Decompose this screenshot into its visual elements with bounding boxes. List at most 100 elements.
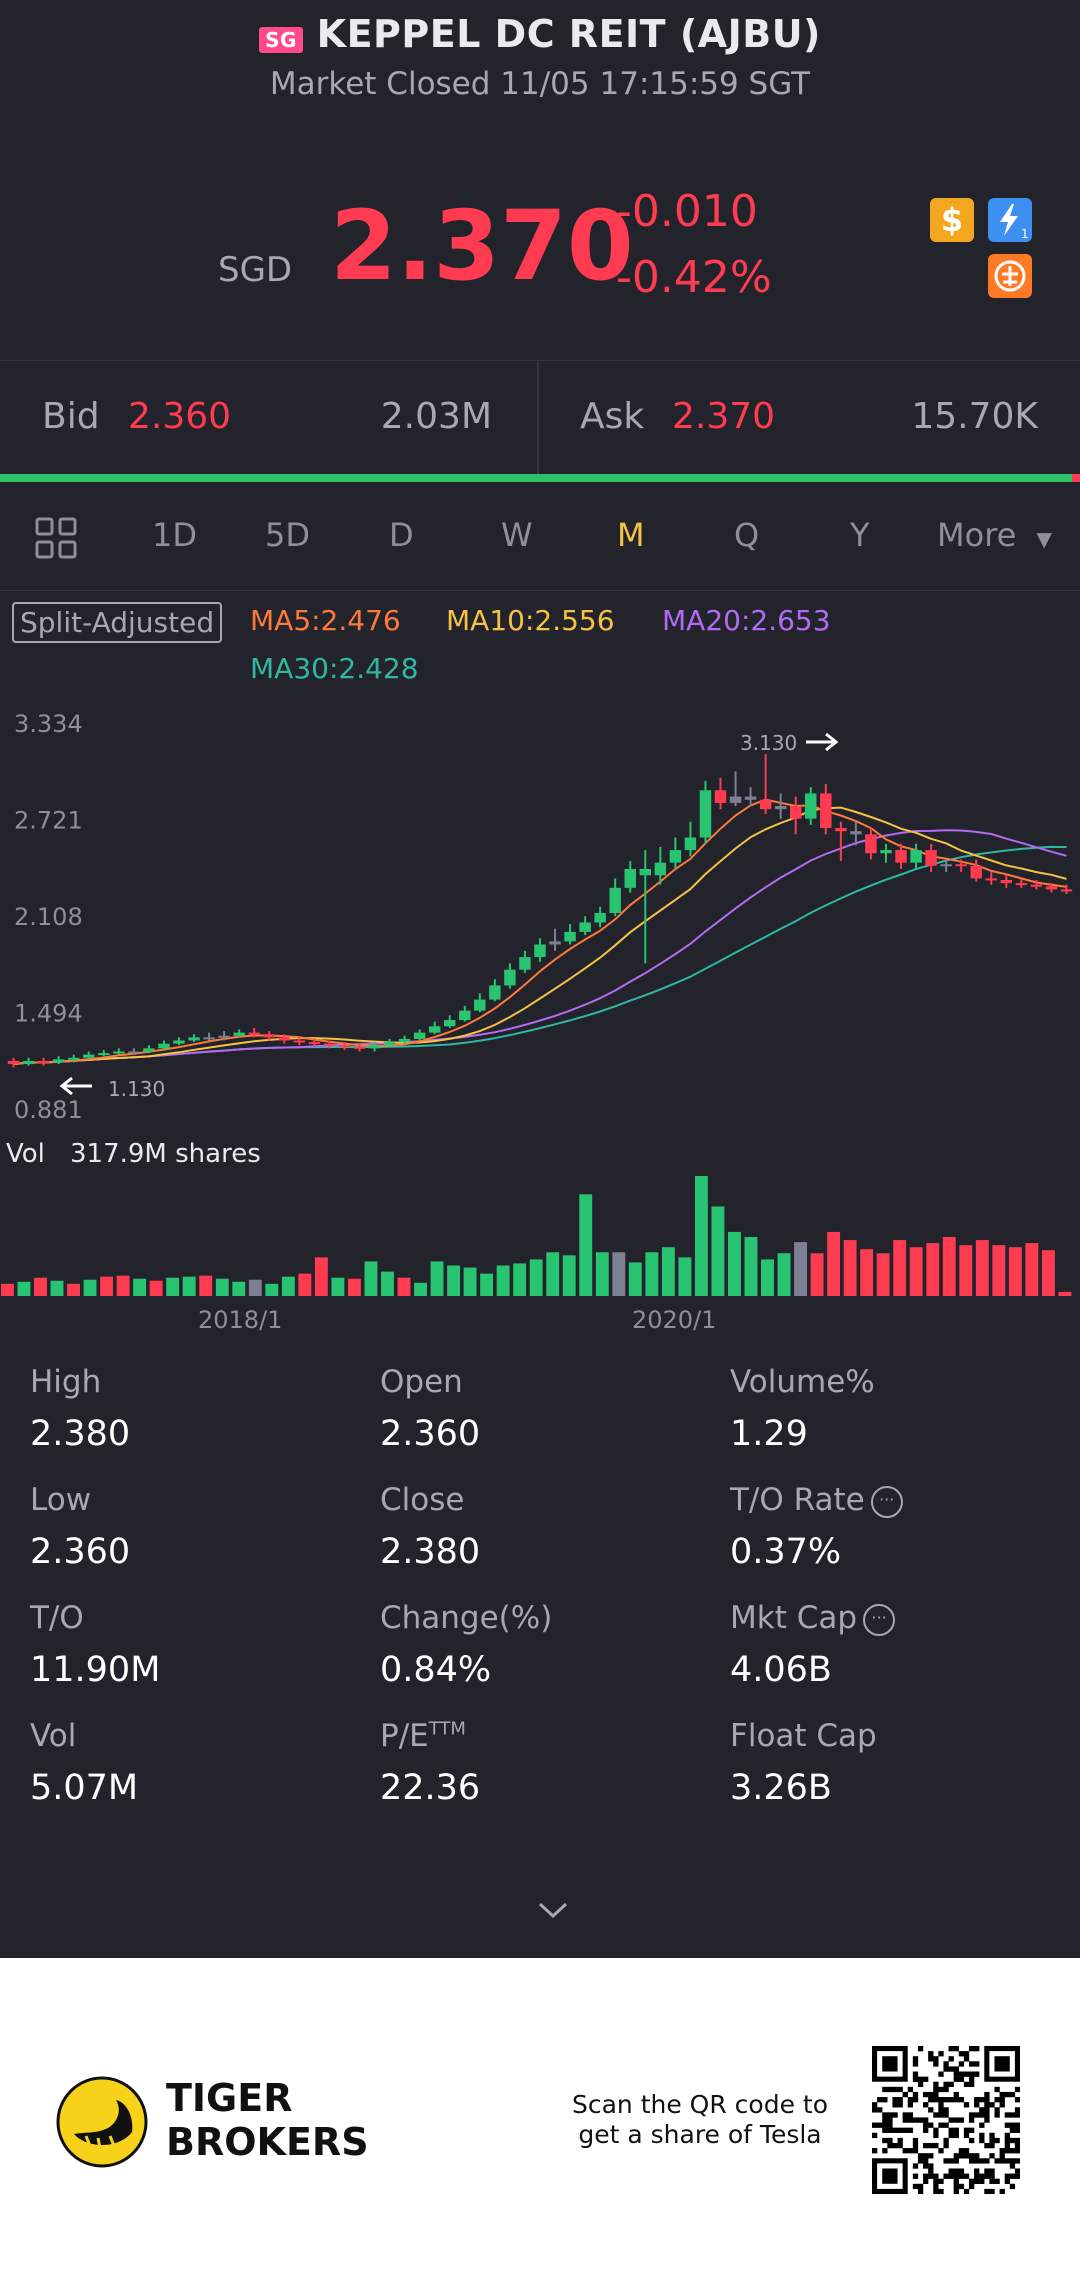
- qr-module: [887, 2127, 893, 2133]
- volume-bar: [265, 1283, 279, 1296]
- qr-module: [958, 2153, 965, 2159]
- volume-bar: [314, 1257, 328, 1296]
- qr-module: [968, 2153, 975, 2159]
- qr-module: [887, 2086, 893, 2093]
- qr-module: [917, 2153, 924, 2159]
- volume-bar: [331, 1277, 345, 1296]
- qr-module: [892, 2086, 898, 2093]
- dollar-icon[interactable]: $: [930, 198, 974, 242]
- qr-module: [917, 2076, 924, 2082]
- qr-module: [953, 2066, 959, 2072]
- qr-module: [958, 2183, 965, 2190]
- qr-module: [979, 2173, 985, 2179]
- qr-module: [943, 2086, 949, 2093]
- candle-body: [428, 1026, 441, 1033]
- qr-module: [963, 2173, 970, 2179]
- qr-module: [948, 2158, 954, 2164]
- lightning-icon[interactable]: 1: [988, 198, 1032, 242]
- candle-body: [835, 828, 847, 832]
- qr-module: [984, 2112, 990, 2118]
- qr-module: [882, 2148, 888, 2154]
- stat-value-close: 2.380: [380, 1532, 481, 1572]
- candle-body: [534, 944, 546, 958]
- qr-module: [923, 2153, 929, 2159]
- stat-value-float-cap: 3.26B: [730, 1768, 832, 1808]
- qr-module: [994, 2178, 1000, 2184]
- qr-module: [984, 2168, 990, 2174]
- candle-body: [113, 1051, 125, 1054]
- qr-module: [1004, 2158, 1010, 2164]
- expand-chevron-icon[interactable]: [536, 1898, 570, 1922]
- qr-module: [943, 2107, 949, 2113]
- qr-module: [902, 2091, 908, 2098]
- qr-module: [968, 2081, 975, 2088]
- qr-module: [968, 2137, 975, 2144]
- candle-body: [1015, 883, 1028, 886]
- volume-bar: [430, 1261, 444, 1296]
- tab-y[interactable]: Y: [850, 516, 870, 554]
- stat-value-p-e: 22.36: [380, 1768, 481, 1808]
- volume-bar: [728, 1231, 741, 1296]
- candle-body: [233, 1032, 245, 1036]
- qr-module: [984, 2091, 990, 2098]
- qr-module: [989, 2137, 995, 2144]
- tab-more[interactable]: More ▼: [937, 516, 1052, 554]
- tab-m[interactable]: M: [617, 516, 645, 554]
- candle-body: [684, 837, 697, 851]
- qr-module: [923, 2163, 929, 2169]
- qr-module: [938, 2086, 944, 2093]
- volume-bar: [1041, 1250, 1055, 1296]
- info-icon[interactable]: ···: [863, 1603, 896, 1636]
- qr-module: [912, 2061, 919, 2067]
- tab-5d[interactable]: 5D: [265, 516, 310, 554]
- qr-code[interactable]: [872, 2046, 1020, 2194]
- qr-module: [1009, 2112, 1016, 2118]
- volume-label: Vol: [6, 1139, 45, 1169]
- volume-bar: [827, 1231, 841, 1296]
- info-icon[interactable]: ···: [870, 1485, 903, 1518]
- tab-q[interactable]: Q: [734, 516, 760, 554]
- ma5-line: [13, 798, 1067, 1066]
- qr-module: [979, 2107, 985, 2113]
- qr-module: [882, 2097, 888, 2103]
- qr-module: [948, 2168, 954, 2174]
- qr-module: [979, 2097, 985, 2103]
- volume-bar: [744, 1237, 758, 1296]
- volume-bar: [926, 1243, 940, 1296]
- layout-grid-icon[interactable]: [34, 516, 78, 560]
- qr-module: [872, 2102, 878, 2108]
- volume-bar: [17, 1281, 31, 1296]
- split-adjusted-toggle[interactable]: Split-Adjusted: [12, 602, 223, 643]
- qr-module: [953, 2071, 959, 2077]
- qr-module: [989, 2142, 995, 2149]
- chinese-char-icon[interactable]: [988, 254, 1032, 298]
- volume-bar: [116, 1275, 130, 1296]
- tab-d[interactable]: D: [389, 516, 414, 554]
- qr-module: [938, 2112, 944, 2118]
- stat-label-change-: Change(%): [380, 1600, 553, 1636]
- volume-bar: [860, 1249, 874, 1296]
- brand-line1: TIGER: [166, 2076, 293, 2120]
- qr-module: [1014, 2158, 1020, 2164]
- ma5-label: MA5:2.476: [250, 604, 401, 637]
- ma10-line: [13, 806, 1067, 1066]
- volume-bar: [678, 1257, 692, 1296]
- tab-w[interactable]: W: [501, 516, 533, 554]
- candle-body: [383, 1042, 396, 1046]
- volume-bar: [381, 1271, 394, 1296]
- qr-module: [907, 2117, 914, 2123]
- volume-bar: [942, 1237, 956, 1296]
- candle-body: [293, 1040, 306, 1043]
- candle-body: [759, 799, 772, 810]
- candle-body: [338, 1045, 351, 1048]
- tab-1d[interactable]: 1D: [152, 516, 197, 554]
- qr-module: [877, 2122, 883, 2128]
- qr-module: [917, 2081, 924, 2088]
- qr-module: [999, 2102, 1005, 2108]
- stat-value-vol: 5.07M: [30, 1768, 139, 1808]
- volume-bar: [447, 1265, 461, 1296]
- price-chart[interactable]: 3.334 2.721 2.108 1.494 0.881 3.130 1.130 Vol 31…: [0, 690, 1080, 1340]
- qr-module: [892, 2127, 898, 2133]
- qr-module: [887, 2112, 893, 2118]
- qr-module: [892, 2142, 898, 2149]
